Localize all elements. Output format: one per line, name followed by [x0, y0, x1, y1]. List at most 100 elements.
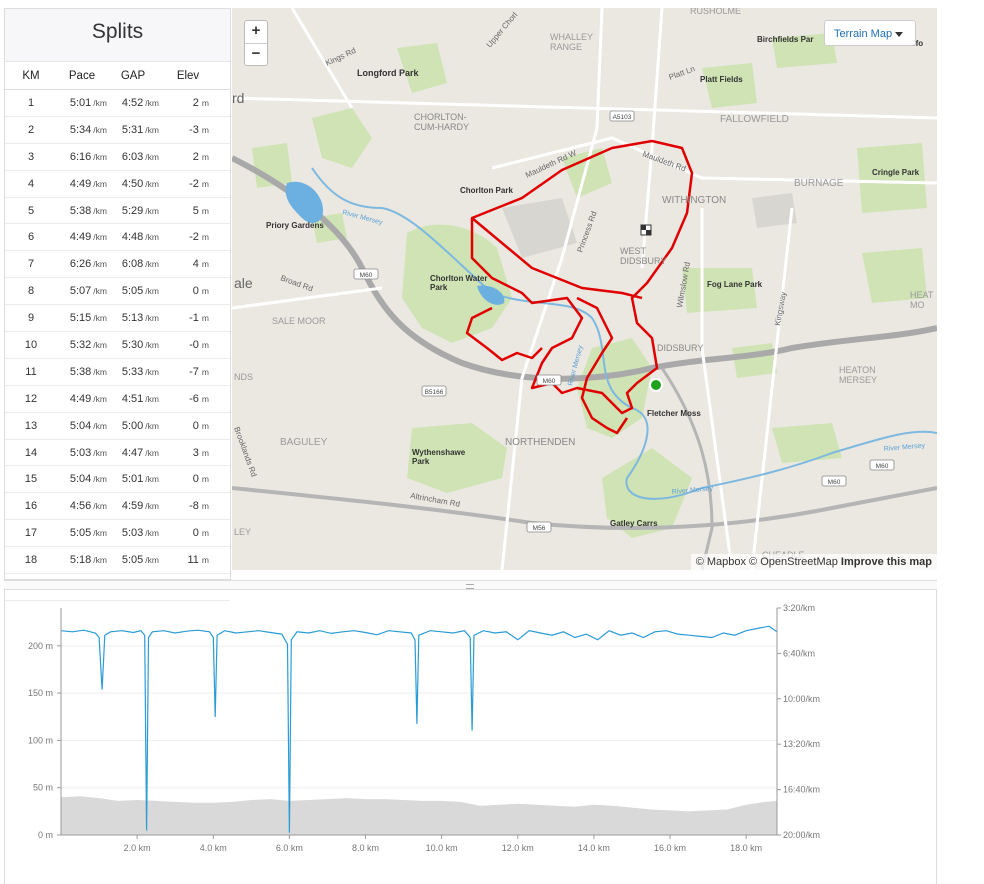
split-row[interactable]: 10 5:32/km 5:30/km -0 m — [5, 332, 230, 359]
split-row[interactable]: 14 5:03/km 4:47/km 3 m — [5, 440, 230, 467]
split-pace: 4:49/km — [57, 178, 107, 190]
split-elev-value: 4 — [192, 258, 199, 271]
split-km: 17 — [5, 527, 57, 539]
split-gap: 6:03/km — [107, 151, 159, 163]
split-gap-value: 5:01 — [121, 473, 144, 486]
splits-title: Splits — [5, 9, 230, 62]
split-row[interactable]: 16 4:56/km 4:59/km -8 m — [5, 493, 230, 521]
route-finish-marker[interactable] — [640, 224, 652, 236]
left-tick-label: 150 m — [28, 688, 53, 698]
terrain-map-dropdown[interactable]: Terrain Map — [824, 20, 916, 46]
resize-handle[interactable] — [4, 580, 937, 590]
left-tick-label: 0 m — [38, 830, 53, 840]
split-pace-unit: /km — [93, 259, 107, 270]
split-km-value: 3 — [27, 150, 35, 163]
split-pace-unit: /km — [93, 313, 107, 324]
split-km-value: 1 — [27, 96, 35, 109]
split-pace: 4:56/km — [57, 500, 107, 512]
split-pace-value: 6:26 — [69, 258, 92, 271]
split-gap-value: 6:08 — [121, 258, 144, 271]
map-label-chorlton-cum-hardy: CHORLTON-CUM-HARDY — [414, 112, 469, 132]
map-label-wythenshawe-park: Wythenshawe Park — [412, 448, 466, 466]
map-label-gatley-carrs: Gatley Carrs — [610, 519, 658, 528]
map-canvas: Longford Park CHORLTON-CUM-HARDY Chorlton … — [232, 8, 937, 570]
attribution-text: © Mapbox © OpenStreetMap — [695, 556, 838, 568]
split-row[interactable]: 17 5:05/km 5:03/km 0 m — [5, 520, 230, 548]
split-elev-unit: m — [201, 501, 209, 512]
split-row[interactable]: 6 4:49/km 4:48/km -2 m — [5, 224, 230, 252]
split-km-value: 13 — [24, 419, 38, 432]
split-row[interactable]: 2 5:34/km 5:31/km -3 m — [5, 117, 230, 144]
split-gap-value: 5:05 — [121, 554, 144, 567]
split-pace-unit: /km — [93, 124, 107, 135]
route-map[interactable]: Longford Park CHORLTON-CUM-HARDY Chorlton … — [232, 8, 937, 570]
split-elev-value: 2 — [192, 150, 199, 163]
split-row[interactable]: 9 5:15/km 5:13/km -1 m — [5, 305, 230, 333]
split-km: 13 — [5, 420, 57, 432]
split-pace-value: 6:16 — [69, 150, 92, 163]
split-elev-unit: m — [201, 366, 209, 377]
split-row[interactable]: 12 4:49/km 4:51/km -6 m — [5, 386, 230, 413]
road-shield-label: M56 — [533, 525, 546, 532]
split-gap: 4:59/km — [107, 500, 159, 512]
split-gap: 4:52/km — [107, 97, 159, 109]
split-elev-value: 2 — [192, 96, 199, 109]
split-elev-unit: m — [201, 178, 209, 189]
split-row[interactable]: 18 5:18/km 5:05/km 11 m — [5, 547, 230, 575]
map-label-chorlton-water-park: Chorlton Water Park — [430, 274, 487, 292]
split-gap-value: 5:00 — [121, 419, 144, 432]
zoom-in-button[interactable]: + — [251, 22, 261, 39]
split-elev-value: 0 — [192, 419, 199, 432]
map-label-cringle-park: Cringle Park — [872, 168, 920, 177]
split-row[interactable]: 5 5:38/km 5:29/km 5 m — [5, 198, 230, 225]
split-pace-unit: /km — [93, 97, 107, 108]
split-row[interactable]: 15 5:04/km 5:01/km 0 m — [5, 466, 230, 494]
split-gap-value: 4:51 — [121, 392, 144, 405]
improve-map-link[interactable]: Improve this map — [840, 556, 932, 568]
split-km: 18 — [5, 554, 57, 566]
split-elev-value: 5 — [192, 204, 199, 217]
map-label-ale: ale — [234, 275, 253, 291]
split-km-value: 16 — [24, 500, 38, 513]
split-row[interactable]: 3 6:16/km 6:03/km 2 m — [5, 144, 230, 171]
split-gap-value: 5:31 — [121, 123, 144, 136]
map-label-birchfields-park: Birchfields Par — [757, 35, 813, 44]
split-gap-value: 4:59 — [121, 500, 144, 513]
split-pace-unit: /km — [93, 393, 107, 404]
split-gap: 6:08/km — [107, 258, 159, 270]
split-elev: -0 m — [159, 339, 217, 351]
split-elev-value: 0 — [192, 285, 199, 298]
split-pace-unit: /km — [93, 420, 107, 431]
split-pace-value: 5:01 — [69, 96, 92, 109]
split-gap-unit: /km — [145, 501, 159, 512]
x-tick-label: 10.0 km — [426, 843, 458, 853]
split-row[interactable]: 4 4:49/km 4:50/km -2 m — [5, 171, 230, 198]
split-elev: -6 m — [159, 393, 217, 405]
split-km-value: 6 — [27, 231, 35, 244]
split-gap-unit: /km — [145, 313, 159, 324]
split-row[interactable]: 8 5:07/km 5:05/km 0 m — [5, 278, 230, 306]
split-elev-value: 0 — [192, 527, 199, 540]
road-shield-m60-2: M60 — [536, 374, 562, 386]
split-row[interactable]: 13 5:04/km 5:00/km 0 m — [5, 413, 230, 440]
split-row[interactable]: 11 5:38/km 5:33/km -7 m — [5, 359, 230, 386]
route-start-marker[interactable] — [649, 378, 663, 392]
map-label-northenden: NORTHENDEN — [505, 437, 575, 448]
split-gap: 5:03/km — [107, 527, 159, 539]
split-elev-unit: m — [201, 420, 209, 431]
split-gap-unit: /km — [145, 124, 159, 135]
elevation-pace-chart[interactable]: 0 m 50 m 100 m 150 m 200 m 3:20/km 6:40/km 10:0… — [4, 590, 937, 884]
road-shield-label: M60 — [360, 272, 373, 279]
map-label-rusholme: RUSHOLME — [690, 8, 741, 16]
split-gap-value: 5:29 — [121, 204, 144, 217]
zoom-out-button[interactable]: − — [245, 43, 267, 66]
split-row[interactable]: 1 5:01/km 4:52/km 2 m — [5, 90, 230, 117]
map-label-brooklands-rd: Brooklands Rd — [232, 426, 258, 478]
map-label-fog-lane-park: Fog Lane Park — [707, 280, 763, 289]
split-gap-unit: /km — [145, 339, 159, 350]
split-row[interactable]: 7 6:26/km 6:08/km 4 m — [5, 251, 230, 279]
split-km-value: 4 — [27, 177, 35, 190]
